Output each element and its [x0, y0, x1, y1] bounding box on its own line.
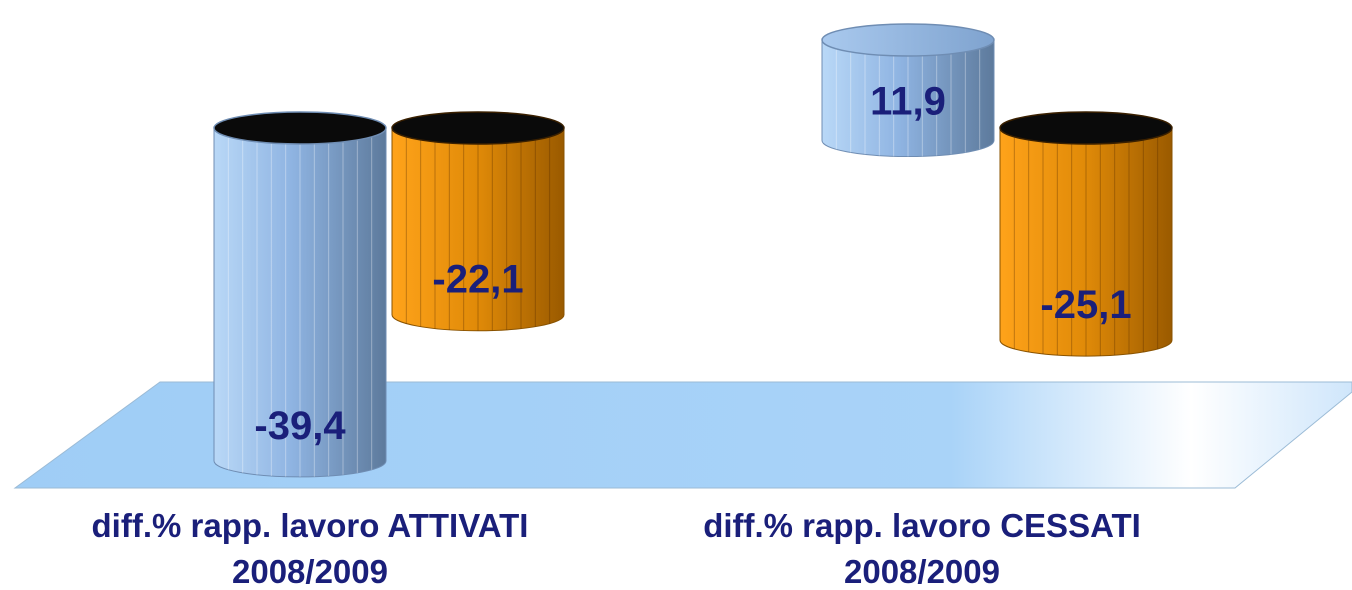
value-label-attivati-series-2: -22,1	[432, 258, 523, 302]
bar-top	[213, 111, 387, 145]
bar-cessati-series-2	[999, 111, 1173, 357]
bar-top	[391, 111, 565, 145]
bar-cessati-series-1	[821, 23, 995, 158]
bar-body	[821, 39, 995, 158]
value-label-cessati-series-1: 11,9	[870, 79, 946, 123]
category-label-cessati-line2: 2008/2009	[844, 553, 1000, 590]
category-label-attivati-line2: 2008/2009	[232, 553, 388, 590]
bar-body	[999, 127, 1173, 357]
value-labels-layer: -39,4 -22,1 11,9 -25,1	[254, 79, 1131, 448]
bar-attivati-series-2	[391, 111, 565, 332]
value-label-attivati-series-1: -39,4	[254, 404, 346, 448]
bar-body	[213, 127, 387, 478]
bar-body	[391, 127, 565, 332]
bars-layer	[213, 23, 1173, 478]
bar-top	[821, 23, 995, 57]
category-label-cessati-line1: diff.% rapp. lavoro CESSATI	[703, 507, 1141, 544]
value-label-cessati-series-2: -25,1	[1040, 283, 1131, 327]
bar-attivati-series-1	[213, 111, 387, 478]
category-label-attivati-line1: diff.% rapp. lavoro ATTIVATI	[92, 507, 529, 544]
bar-top	[999, 111, 1173, 145]
